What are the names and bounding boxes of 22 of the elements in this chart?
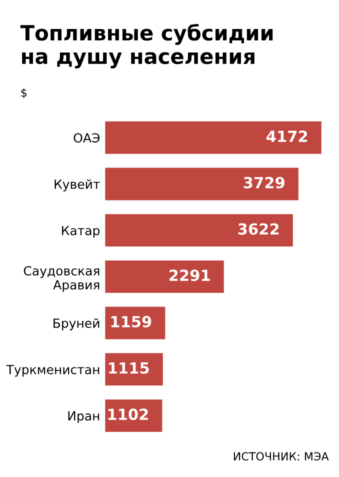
y-tick-label: Катар (62, 226, 100, 238)
bar (105, 168, 298, 200)
data-label: 1159 (111, 316, 152, 328)
bar (105, 260, 224, 293)
bar (105, 353, 163, 386)
bar (105, 121, 322, 154)
bar (105, 214, 293, 247)
y-tick-label: Бруней (54, 318, 100, 330)
y-tick-label: Кувейт (54, 179, 100, 192)
y-tick-label: Туркменистан (6, 364, 100, 377)
data-label: 2291 (170, 270, 210, 282)
data-label: 4172 (266, 130, 308, 142)
chart-subtitle: $ (21, 88, 26, 98)
y-tick-label: Саудовская Аравия (24, 266, 100, 292)
data-label: 1115 (109, 362, 149, 374)
data-label: 3622 (238, 223, 279, 235)
data-label: 1102 (108, 408, 148, 420)
data-label: 3729 (244, 176, 284, 188)
y-tick-label: Иран (68, 411, 100, 424)
chart-title: Топливные субсидии на душу населения (20, 24, 273, 68)
y-tick-label: ОАЭ (74, 133, 100, 143)
text: ИСТОЧНИК: МЭА (234, 452, 329, 461)
